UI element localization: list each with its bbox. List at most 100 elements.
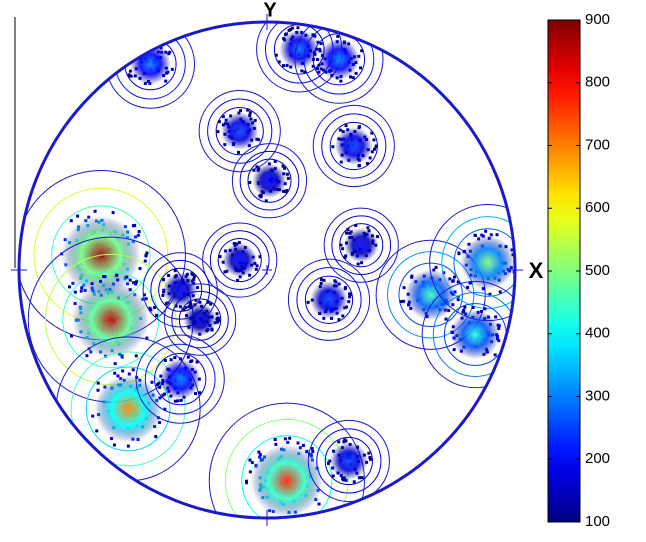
pole-dot — [313, 34, 317, 38]
pole-dot — [145, 336, 149, 340]
pole-dot — [337, 318, 341, 322]
pole-dot — [402, 299, 406, 303]
pole-dot — [110, 437, 114, 441]
pole-dot — [346, 228, 350, 232]
pole-dot — [274, 53, 278, 57]
contour — [247, 158, 292, 203]
pole-dot — [317, 502, 321, 506]
colorbar-tick-label: 500 — [585, 262, 610, 279]
pole-dot — [264, 199, 268, 203]
pole-dot — [162, 278, 166, 282]
pole-dot — [96, 381, 100, 385]
pole-dot — [176, 399, 180, 403]
y-axis-label: Y — [263, 0, 277, 21]
pole-dot — [115, 273, 119, 277]
pole-dot — [289, 27, 293, 31]
pole-dot — [285, 172, 289, 176]
pole-dot — [328, 459, 332, 463]
pole-dot — [73, 302, 77, 306]
pole-dot — [288, 436, 292, 440]
pole-dot — [273, 438, 277, 442]
pole-dot — [402, 286, 406, 290]
pole-dot — [80, 286, 84, 290]
pole-dot — [218, 255, 222, 259]
plot-area — [19, 22, 515, 518]
pole-dot — [303, 70, 307, 74]
pole-dot — [322, 316, 326, 320]
pole-dot — [129, 74, 133, 78]
pole-dot — [216, 316, 220, 320]
pole-dot — [466, 285, 470, 289]
pole-dot — [283, 33, 287, 37]
pole-dot — [344, 478, 348, 482]
pole-dot — [237, 241, 241, 245]
pole-dot — [285, 189, 289, 193]
colorbar-tick-label: 800 — [585, 74, 610, 91]
pole-dot — [198, 391, 202, 395]
pole-dot — [442, 271, 446, 275]
pole-dot — [334, 280, 338, 284]
pole-dot — [452, 348, 456, 352]
x-axis-label: X — [529, 258, 544, 283]
pole-dot — [306, 300, 310, 304]
pole-dot — [484, 229, 488, 233]
pole-dot — [339, 79, 343, 83]
pole-dot — [348, 75, 352, 79]
pole-dot — [248, 470, 252, 474]
pole-dot — [259, 195, 263, 199]
pole-dot — [188, 303, 192, 307]
pole-dot — [360, 49, 364, 53]
contour — [323, 207, 399, 283]
pole-dot — [301, 443, 305, 447]
density-peak — [252, 163, 287, 198]
density-peak — [250, 444, 323, 517]
pole-dot — [157, 381, 161, 385]
density-peak — [318, 38, 360, 80]
pole-dot — [258, 255, 262, 259]
pole-dot — [137, 43, 141, 47]
pole-dot — [360, 476, 364, 480]
pole-dot — [452, 275, 456, 279]
contour — [208, 402, 365, 518]
pole-dot — [341, 314, 345, 318]
pole-dot — [282, 189, 286, 193]
pole-dot — [497, 324, 501, 328]
contour — [215, 107, 264, 156]
pole-dot — [161, 293, 165, 297]
pole-dot — [93, 209, 97, 213]
pole-dot — [311, 64, 315, 68]
pole-dot — [348, 295, 352, 299]
density-peak — [450, 309, 501, 360]
pole-dot — [339, 243, 343, 247]
pole-dot — [140, 45, 144, 49]
pole-dot — [128, 69, 132, 73]
pole-dot — [221, 115, 225, 119]
contour — [198, 90, 281, 173]
contour — [241, 435, 333, 518]
pole-dot — [473, 233, 477, 237]
colorbar-tick-label: 100 — [585, 513, 610, 530]
pole-dot — [315, 67, 319, 71]
pole-dot — [498, 290, 502, 294]
pole-dot — [173, 356, 177, 360]
pole-dot — [85, 354, 89, 358]
pole-dot — [359, 66, 363, 70]
pole-dot — [112, 443, 116, 447]
contour — [231, 143, 308, 219]
pole-dot — [338, 128, 342, 132]
pole-dot — [461, 310, 465, 314]
pole-dot — [113, 362, 117, 366]
pole-dot — [319, 278, 323, 282]
pole-dot — [348, 292, 352, 296]
pole-dot — [291, 26, 295, 30]
pole-dot — [357, 126, 361, 130]
pole-dot — [149, 308, 153, 312]
colorbar-tick-label: 200 — [585, 450, 610, 467]
density-peak — [159, 358, 201, 400]
pole-dot — [137, 229, 141, 233]
density-peak — [94, 375, 162, 443]
pole-dot — [254, 267, 258, 271]
contour — [304, 275, 354, 324]
pole-dot — [252, 168, 256, 172]
pole-dot — [121, 369, 125, 373]
